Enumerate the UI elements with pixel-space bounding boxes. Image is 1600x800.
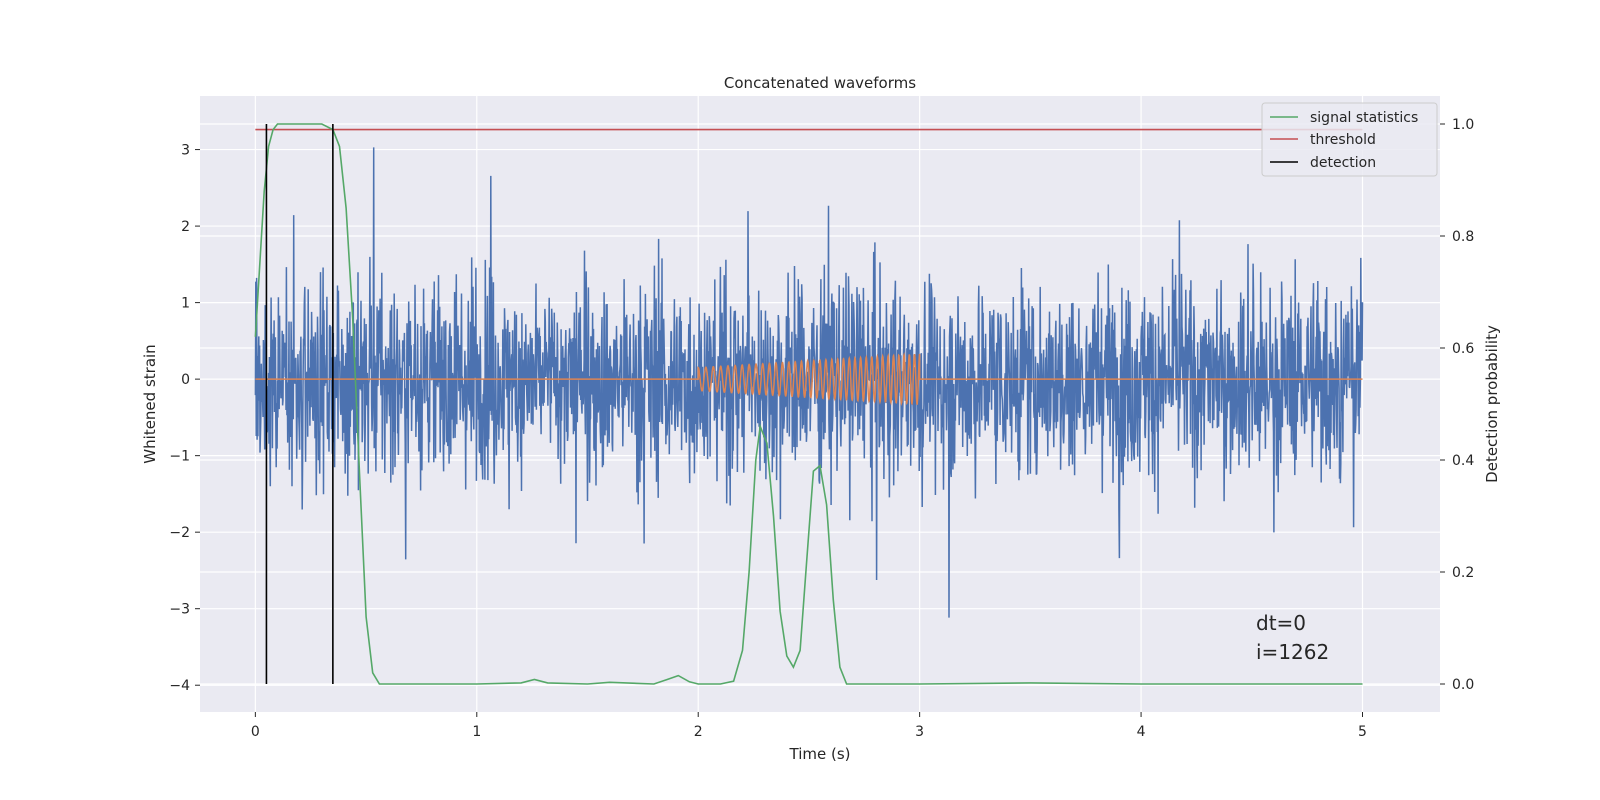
x-tick-label: 4 (1137, 724, 1146, 740)
legend-label-detection: detection (1310, 155, 1376, 171)
x-axis-label: Time (s) (789, 745, 851, 763)
y-right-tick-label: 0.0 (1452, 677, 1474, 693)
x-tick-label: 1 (472, 724, 481, 740)
y-left-tick-label: 3 (181, 143, 190, 159)
y-right-tick-label: 0.8 (1452, 229, 1474, 245)
chart-title: Concatenated waveforms (724, 74, 916, 92)
y-left-tick-label: −3 (169, 602, 190, 618)
template-series-line (255, 351, 1363, 407)
y-right-axis-label: Detection probability (1483, 325, 1501, 483)
legend-box (1261, 102, 1438, 177)
legend: signal statistics threshold detection (1261, 102, 1438, 177)
tick-labels: 0 1 2 3 4 5 −4 −3 −2 −1 0 1 2 3 0.0 0.2 0.4 0.6 0.8 1.0 (169, 117, 1474, 740)
x-tick-label: 3 (915, 724, 924, 740)
legend-label-signal-statistics: signal statistics (1310, 110, 1418, 126)
y-left-tick-label: −1 (169, 449, 190, 465)
y-right-tick-label: 0.2 (1452, 565, 1474, 581)
y-left-axis-label: Whitened strain (141, 344, 159, 463)
y-left-tick-label: −2 (169, 525, 190, 541)
legend-label-threshold: threshold (1310, 132, 1376, 148)
y-right-tick-label: 1.0 (1452, 117, 1474, 133)
x-tick-label: 0 (251, 724, 260, 740)
data-layer (254, 123, 1364, 685)
annotation-index: i=1262 (1256, 640, 1329, 664)
y-left-tick-label: 1 (181, 296, 190, 312)
y-right-tick-label: 0.4 (1452, 453, 1474, 469)
signal-statistics-series-line (254, 123, 1363, 685)
y-left-tick-label: 2 (181, 219, 190, 235)
x-tick-label: 2 (694, 724, 703, 740)
x-tick-label: 5 (1358, 724, 1367, 740)
annotation-dt: dt=0 (1256, 611, 1306, 635)
y-left-tick-label: −4 (169, 678, 190, 694)
y-left-tick-label: 0 (181, 372, 190, 388)
y-right-tick-label: 0.6 (1452, 341, 1474, 357)
